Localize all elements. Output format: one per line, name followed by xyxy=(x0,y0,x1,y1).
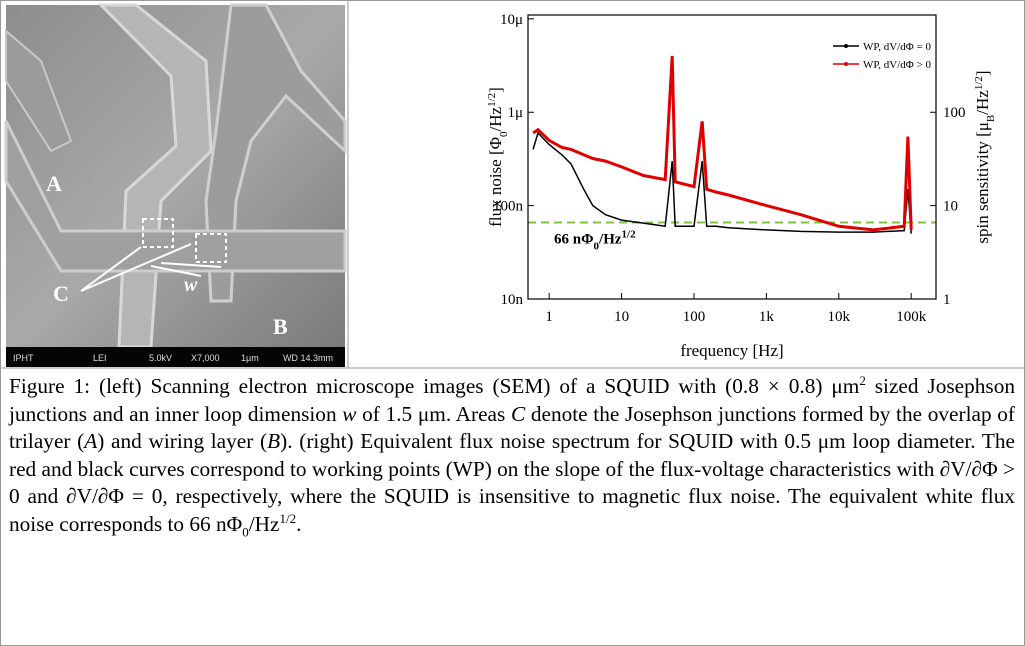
series-line xyxy=(532,55,913,232)
figure-panels: IPHT LEI 5.0kV X7,000 1μm WD 14.3mm A B C w 1… xyxy=(1,1,1024,369)
caption-run: 1/2 xyxy=(279,510,297,526)
caption-run: . xyxy=(296,511,302,536)
label-c: C xyxy=(53,281,69,306)
y-tick-label: 100n xyxy=(493,199,524,215)
sem-info-text: IPHT xyxy=(13,353,34,363)
y-tick-label: 10n xyxy=(501,292,524,308)
sem-info-text: X7,000 xyxy=(191,353,220,363)
y2-axis-label-part: /Hz xyxy=(973,90,992,115)
x-tick-label: 10k xyxy=(828,309,851,325)
y2-axis-label-part: B xyxy=(985,115,997,122)
caption-run: ) and wiring layer ( xyxy=(97,429,268,453)
y2-tick-label: 10 xyxy=(943,199,958,215)
legend-marker xyxy=(844,44,848,48)
y-axis-label-part: flux noise [Φ xyxy=(486,137,505,227)
legend-label: WP, dV/dΦ = 0 xyxy=(863,41,932,53)
y-tick-label: 1μ xyxy=(507,105,523,121)
sem-info-text: LEI xyxy=(93,353,107,363)
plot-frame xyxy=(527,14,937,300)
y-axis-label-part: /Hz xyxy=(486,106,505,131)
caption: Figure 1: (left) Scanning electron micro… xyxy=(9,373,1015,538)
label-w: w xyxy=(184,274,198,296)
caption-run: A xyxy=(84,429,98,453)
x-tick-label: 1 xyxy=(545,309,553,325)
y2-tick-label: 100 xyxy=(943,105,966,121)
caption-run: 2 xyxy=(859,372,866,388)
caption-run: ). (right) Equivalent flux noise spectru… xyxy=(9,429,1015,536)
reference-label-part: 0 xyxy=(594,240,600,252)
x-tick-label: 1k xyxy=(759,309,775,325)
legend-marker xyxy=(844,62,848,66)
caption-run: 0 xyxy=(242,523,249,539)
label-b: B xyxy=(273,314,288,339)
sem-info-bar: IPHT LEI 5.0kV X7,000 1μm WD 14.3mm xyxy=(13,353,333,363)
y-axis-label-part: ] xyxy=(486,87,505,93)
legend-label: WP, dV/dΦ > 0 xyxy=(863,59,932,71)
series-line xyxy=(532,131,912,234)
caption-run: C xyxy=(510,401,526,426)
caption-run: of 1.5 μm. Areas xyxy=(356,401,511,426)
y-axis-label-part: 1/2 xyxy=(486,93,498,107)
caption-run: B xyxy=(267,429,281,453)
sem-info-text: 5.0kV xyxy=(149,353,172,363)
caption-run: Figure 1: (left) Scanning electron micro… xyxy=(9,374,860,398)
x-tick-label: 10 xyxy=(614,309,629,325)
reference-label: 66 nΦ0/Hz1/2 xyxy=(554,228,636,252)
y-axis-label: flux noise [Φ0/Hz1/2] xyxy=(486,87,510,227)
sem-info-text: WD 14.3mm xyxy=(283,353,333,363)
reference-label-part: 66 nΦ xyxy=(554,231,594,247)
x-tick-label: 100 xyxy=(683,309,706,325)
chart: 1 10 100 1k 10k 100k 10n 100n 1μ 10μ 1 10 100 WP, dV/… xyxy=(486,12,997,360)
label-a: A xyxy=(46,171,62,196)
x-axis-label: frequency [Hz] xyxy=(680,341,783,360)
sem-image xyxy=(4,3,347,367)
y-tick-label: 10μ xyxy=(500,12,523,28)
y-axis-label-part: 0 xyxy=(498,131,510,137)
y2-axis-label-part: spin sensitivity [μ xyxy=(973,122,992,244)
caption-run: denote the Josephson junctions formed by… xyxy=(9,401,1015,454)
y2-axis-label-part: 1/2 xyxy=(973,76,985,90)
caption-run: /Hz xyxy=(248,511,280,536)
x-tick-label: 100k xyxy=(896,309,927,325)
reference-label-part: 1/2 xyxy=(622,228,637,240)
caption-run: w xyxy=(342,401,357,426)
reference-label-part: /Hz xyxy=(598,231,622,247)
sem-info-text: 1μm xyxy=(241,353,259,363)
y2-axis-label-part: ] xyxy=(973,70,992,76)
y2-tick-label: 1 xyxy=(943,292,951,308)
caption-run: sized Josephson junctions and an inner l… xyxy=(9,374,1015,426)
y2-axis-label: spin sensitivity [μB/Hz1/2] xyxy=(973,70,997,243)
